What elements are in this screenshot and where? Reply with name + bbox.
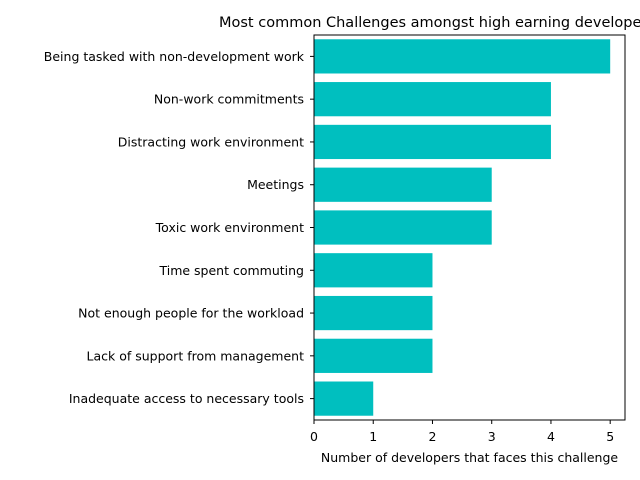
x-tick-label: 4: [547, 429, 555, 444]
chart-title: Most common Challenges amongst high earn…: [219, 15, 640, 31]
x-axis-label: Number of developers that faces this cha…: [321, 450, 618, 465]
bar: [314, 338, 433, 373]
plot-frame: [313, 34, 626, 421]
x-tick-label: 1: [369, 429, 377, 444]
y-tick-label: Non-work commitments: [154, 92, 304, 107]
bars-group: [314, 39, 611, 416]
y-tick-label: Time spent commuting: [158, 263, 304, 278]
bar: [314, 381, 374, 416]
x-tick-label: 5: [606, 429, 614, 444]
bar: [314, 124, 551, 160]
y-tick-label: Being tasked with non-development work: [44, 49, 305, 64]
x-tick-label: 0: [310, 429, 318, 444]
y-axis-ticks: Being tasked with non-development work No…: [44, 49, 314, 406]
bar: [314, 82, 551, 117]
bar: [314, 295, 433, 331]
bar: [314, 167, 492, 202]
y-tick-label: Not enough people for the workload: [78, 306, 304, 321]
y-tick-label: Toxic work environment: [155, 220, 304, 235]
bar: [314, 210, 492, 245]
bar: [314, 39, 611, 74]
y-tick-label: Meetings: [247, 177, 304, 192]
x-axis-ticks: 0 1 2 3 4 5: [310, 420, 614, 444]
bar: [314, 253, 433, 288]
y-tick-label: Lack of support from management: [87, 348, 305, 363]
x-tick-label: 2: [428, 429, 436, 444]
y-tick-label: Distracting work environment: [118, 134, 304, 149]
y-tick-label: Inadequate access to necessary tools: [69, 391, 304, 406]
x-tick-label: 3: [488, 429, 496, 444]
